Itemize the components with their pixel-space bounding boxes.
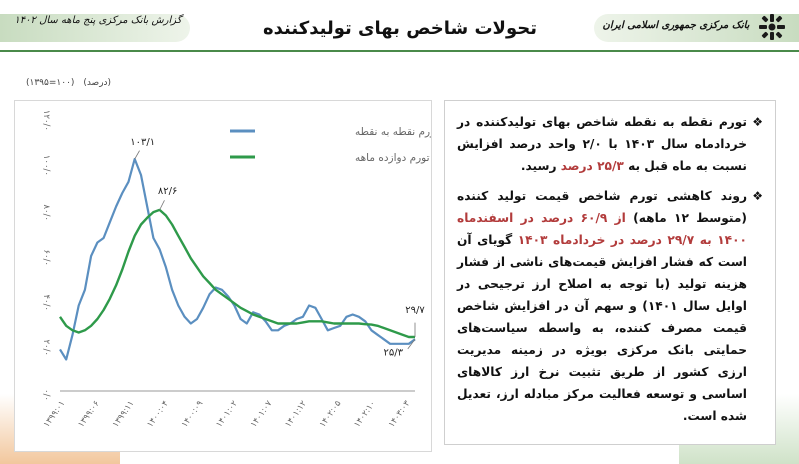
chart-annotations: ۱۰۳/۱ ۸۲/۶ ۲۹/۷ ۲۵/۳ <box>130 137 425 358</box>
y-tick-label: ۸۰/۰ <box>41 204 51 221</box>
chart-series <box>59 157 416 361</box>
annotation-label: ۲۹/۷ <box>405 305 425 316</box>
x-tick-label: ۱۴۰۲:۱۰ <box>352 399 378 430</box>
x-tick-label: ۱۴۰۰:۰۴ <box>145 399 171 430</box>
series-line-point-to-point <box>59 157 416 361</box>
annotation-leader <box>407 339 416 350</box>
annotation-label: ۲۵/۳ <box>384 347 404 358</box>
annotation-leader <box>159 200 165 211</box>
paragraph-2-highlight: از ۶۰/۹ درصد در اسفندماه ۱۴۰۰ به ۲۹/۷ در… <box>457 211 747 247</box>
x-tick-label: ۱۴۰۰:۰۹ <box>180 399 206 430</box>
paragraph-2: ❖ روند کاهشی تورم شاخص قیمت تولید کننده … <box>457 185 763 427</box>
paragraph-1-highlight: ۲۵/۳ درصد <box>560 159 624 173</box>
base-year-label: (۱۰۰=۱۳۹۵) <box>26 78 75 88</box>
y-tick-label: ۲۰/۰ <box>41 339 51 356</box>
chart-legend: تورم نقطه به نقطه تورم دوازده ماهه <box>230 126 439 164</box>
bank-logo-icon <box>759 14 785 40</box>
x-tick-label: ۱۴۰۲:۰۵ <box>318 399 344 430</box>
header-stripe-left <box>0 14 190 42</box>
x-tick-label: ۱۴۰۳:۰۳ <box>387 399 413 430</box>
y-tick-label: ۰/۰ <box>41 389 51 401</box>
header: گزارش بانک مرکزی پنج ماهه سال ۱۴۰۲ تحولا… <box>0 0 799 70</box>
bullet-icon: ❖ <box>752 115 763 129</box>
bullet-icon: ❖ <box>752 189 763 203</box>
x-tick-label: ۱۴۰۱:۰۷ <box>249 399 275 430</box>
annotation-label: ۱۰۳/۱ <box>130 137 155 148</box>
x-tick-label: ۱۳۹۹:۰۶ <box>76 399 102 430</box>
annotation-label: ۸۲/۶ <box>158 186 177 197</box>
x-tick-label: ۱۴۰۱:۰۲ <box>214 399 240 430</box>
y-tick-label: ۱۰۰/۰ <box>41 155 51 176</box>
x-axis-ticks: ۱۳۹۹:۰۱ ۱۳۹۹:۰۶ ۱۳۹۹:۱۱ ۱۴۰۰:۰۴ ۱۴۰۰:۰۹ ۱۴۰۱:… <box>42 399 413 430</box>
analysis-textbox: ❖ تورم نقطه به نقطه شاخص بهای تولیدکننده… <box>444 100 776 445</box>
x-tick-label: ۱۳۹۹:۱۱ <box>111 399 137 430</box>
series-line-twelve-month <box>59 208 415 339</box>
y-axis-ticks: ۰/۰ ۲۰/۰ ۴۰/۰ ۶۰/۰ ۸۰/۰ ۱۰۰/۰ ۱۲۰/۰ <box>41 110 51 401</box>
paragraph-2-text-a: روند کاهشی تورم شاخص قیمت تولید کننده (م… <box>457 189 748 225</box>
x-tick-label: ۱۳۹۹:۰۱ <box>42 399 68 430</box>
header-divider <box>0 50 799 52</box>
y-tick-label: ۴۰/۰ <box>41 294 51 311</box>
paragraph-1-text-a: تورم نقطه به نقطه شاخص بهای تولیدکننده د… <box>457 115 748 173</box>
bank-name: بانک مرکزی جمهوری اسلامی ایران <box>602 20 750 31</box>
unit-label: (درصد) <box>83 78 112 88</box>
paragraph-2-text-b: گویای آن است که فشار افزایش قیمت‌های ناش… <box>457 233 747 423</box>
chart-units: (درصد) (۱۰۰=۱۳۹۵) <box>20 78 111 88</box>
paragraph-1-text-b: رسید. <box>520 159 561 173</box>
x-tick-label: ۱۴۰۱:۱۲ <box>283 399 309 430</box>
annotation-leader <box>134 150 140 160</box>
page-title: تحولات شاخص بهای تولیدکننده <box>263 18 537 39</box>
report-name: گزارش بانک مرکزی پنج ماهه سال ۱۴۰۲ <box>14 15 182 26</box>
paragraph-1: ❖ تورم نقطه به نقطه شاخص بهای تولیدکننده… <box>457 111 763 177</box>
y-tick-label: ۱۲۰/۰ <box>41 110 51 131</box>
legend-label: تورم نقطه به نقطه <box>355 126 431 138</box>
legend-label: تورم دوازده ماهه <box>355 152 430 164</box>
y-tick-label: ۶۰/۰ <box>41 249 51 266</box>
ppi-inflation-chart: ۰/۰ ۲۰/۰ ۴۰/۰ ۶۰/۰ ۸۰/۰ ۱۰۰/۰ ۱۲۰/۰ ۱۳۹۹:۰۱ ۱۳۹… <box>14 100 439 452</box>
